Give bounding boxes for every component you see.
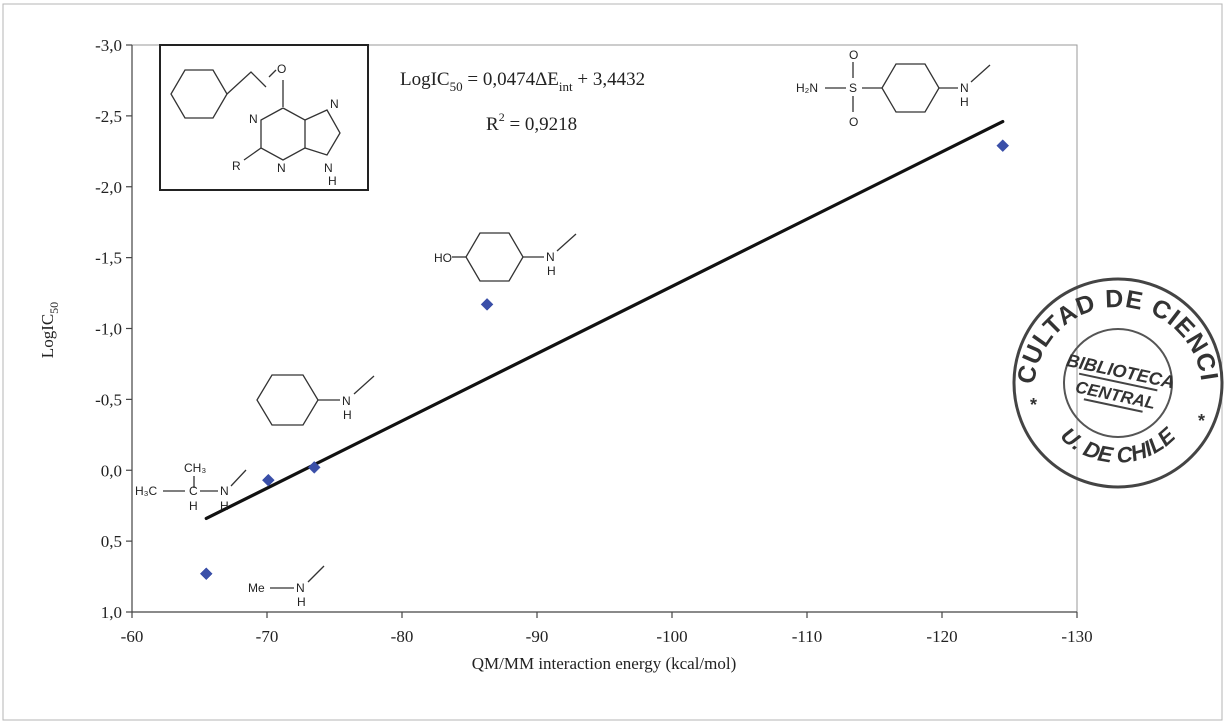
y-tick-label: -2,0 [95, 178, 122, 197]
r2-sup: 2 [499, 110, 505, 124]
r2-suffix: = 0,9218 [505, 114, 577, 135]
y-tick-label: 0,5 [101, 532, 122, 551]
y-axis-title-sub: 50 [47, 302, 61, 314]
data-point [996, 139, 1010, 152]
group-h-n: H [220, 499, 229, 513]
x-tick-label: -90 [526, 627, 549, 646]
group-n: N [342, 394, 351, 408]
y-tick-label: -3,0 [95, 36, 122, 55]
methylamine-structure: Me N H [248, 565, 325, 609]
x-axis-ticks: -60 -70 -80 -90 -100 -110 -120 -130 [121, 612, 1093, 646]
stamp-inner-ring [1063, 328, 1173, 438]
trendline [204, 119, 1005, 521]
group-ho: HO [434, 251, 452, 265]
atom-r: R [232, 159, 241, 173]
hydroxyaniline-structure: HO N H [434, 232, 577, 282]
data-point [480, 298, 494, 311]
bond-n-tail [230, 469, 247, 487]
purine-structure: O N N N N H R [159, 44, 369, 191]
eqn-sub2: int [559, 79, 573, 94]
eqn-suffix: + 3,4432 [573, 69, 645, 90]
group-h-c: H [189, 499, 198, 513]
x-tick-label: -70 [256, 627, 279, 646]
data-point [261, 473, 275, 487]
y-axis-title: LogIC50 [38, 302, 61, 358]
group-s: S [849, 81, 857, 95]
sulfanilamide-structure: H₂N S O O N H [796, 48, 991, 129]
stamp-underline1 [1078, 372, 1158, 392]
imidazole-ring [304, 109, 341, 156]
x-tick-label: -100 [656, 627, 687, 646]
regression-equation: LogIC50 = 0,0474ΔEint + 3,4432 [400, 69, 645, 94]
group-h: H [960, 95, 969, 109]
atom-n3: N [277, 161, 286, 175]
x-tick-label: -80 [391, 627, 414, 646]
group-h: H [343, 408, 352, 422]
y-tick-label: -2,5 [95, 107, 122, 126]
stamp-star-right: * [1198, 411, 1205, 431]
x-tick-label: -60 [121, 627, 144, 646]
bond-n-tail [556, 233, 577, 252]
group-o1: O [849, 48, 858, 62]
eqn-prefix: LogIC [400, 69, 450, 90]
isopropylamine-structure: CH₃ H₃C C N H H [135, 461, 247, 513]
y-tick-label: 1,0 [101, 603, 122, 622]
y-axis-title-base: LogIC [38, 314, 57, 358]
trendline-group [204, 119, 1005, 521]
bond-n-tail [307, 565, 325, 583]
stamp-star-left: * [1030, 395, 1037, 415]
ch2-link [226, 71, 267, 95]
atom-n9: N [324, 161, 333, 175]
cyclohexane-ring [170, 69, 228, 119]
group-o2: O [849, 115, 858, 129]
x-tick-label: -130 [1061, 627, 1092, 646]
group-n: N [960, 81, 969, 95]
group-h: H [547, 264, 556, 278]
x-tick-label: -120 [926, 627, 957, 646]
group-h2n: H₂N [796, 81, 818, 95]
group-n: N [296, 581, 305, 595]
x-axis-title: QM/MM interaction energy (kcal/mol) [472, 654, 737, 673]
r-squared: R2 = 0,9218 [486, 110, 577, 135]
group-ch3: CH₃ [184, 461, 206, 475]
y-axis-ticks: -3,0 -2,5 -2,0 -1,5 -1,0 -0,5 0,0 0,5 1,0 [95, 36, 132, 622]
eqn-mid: = 0,0474ΔE [463, 69, 559, 90]
group-c: C [189, 484, 198, 498]
eqn-sub: 50 [450, 79, 463, 94]
data-point [199, 567, 213, 581]
y-tick-label: 0,0 [101, 461, 122, 480]
bond-n-tail [970, 64, 991, 83]
stamp-outer-ring [1012, 277, 1224, 489]
aniline-structure: N H [256, 374, 375, 426]
atom-o: O [277, 62, 286, 76]
group-h: H [297, 595, 306, 609]
atom-h9: H [328, 174, 337, 188]
group-n: N [220, 484, 229, 498]
bond-n-tail [353, 375, 375, 395]
y-tick-label: -1,0 [95, 320, 122, 339]
atom-n7: N [330, 97, 339, 111]
data-point [307, 461, 321, 474]
r-bond [243, 147, 262, 161]
data-points [199, 139, 1010, 581]
r2-prefix: R [486, 114, 499, 135]
x-tick-label: -110 [792, 627, 823, 646]
group-me: Me [248, 581, 265, 595]
group-n: N [546, 250, 555, 264]
y-tick-label: -1,5 [95, 249, 122, 268]
stamp-underline2 [1083, 398, 1143, 413]
o-bond-a [268, 69, 277, 78]
y-tick-label: -0,5 [95, 390, 122, 409]
group-h3c: H₃C [135, 484, 158, 498]
atom-n1: N [249, 112, 258, 126]
